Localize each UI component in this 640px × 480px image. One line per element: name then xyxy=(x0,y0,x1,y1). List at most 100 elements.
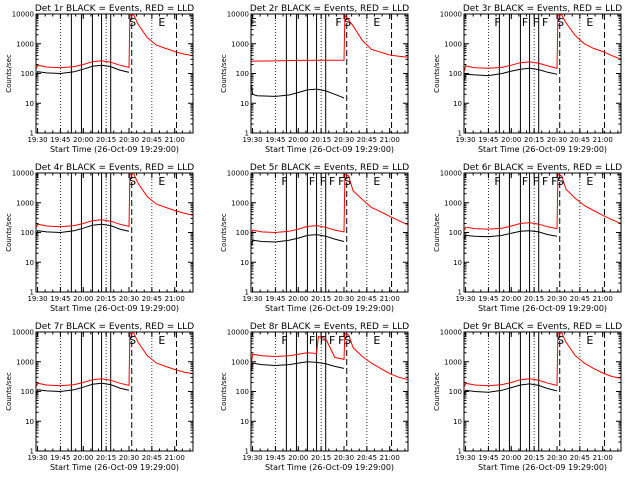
marker-label: F xyxy=(494,175,500,188)
marker-label: E xyxy=(373,175,380,188)
y-tick-label: 10 xyxy=(453,100,462,108)
y-tick-label: 1000 xyxy=(444,358,462,366)
x-tick-label: 20:30 xyxy=(334,454,354,462)
y-tick-label: 100 xyxy=(21,388,34,396)
marker-label: S xyxy=(344,16,351,29)
panel-det-2: Det 2r BLACK = Events, RED = LLDEFSE1101… xyxy=(220,4,409,154)
x-tick-label: 20:30 xyxy=(119,295,139,303)
panel-title: Det 6r BLACK = Events, RED = LLD xyxy=(463,163,622,173)
y-tick-label: 100 xyxy=(21,229,34,237)
x-tick-label: 20:30 xyxy=(547,295,567,303)
series-black-events xyxy=(464,67,558,81)
y-tick-label: 1 xyxy=(245,289,249,297)
marker-label: E xyxy=(158,175,165,188)
marker-label: E xyxy=(373,334,380,347)
x-tick-label: 21:00 xyxy=(380,295,400,303)
x-tick-label: 20:45 xyxy=(570,295,590,303)
series-black-events xyxy=(251,361,345,371)
x-tick-label: 21:00 xyxy=(165,136,185,144)
marker-label: F xyxy=(533,175,539,188)
y-tick-label: 10000 xyxy=(227,11,249,19)
y-tick-label: 10 xyxy=(240,100,249,108)
y-tick-label: 100 xyxy=(449,70,462,78)
x-tick-label: 21:00 xyxy=(380,454,400,462)
series-red-lld xyxy=(251,173,408,235)
plot-frame xyxy=(463,331,622,452)
x-tick-label: 21:00 xyxy=(165,454,185,462)
x-tick-label: 19:45 xyxy=(478,136,498,144)
marker-label: F xyxy=(320,175,326,188)
x-tick-label: 19:30 xyxy=(27,295,47,303)
x-tick-label: 20:15 xyxy=(96,295,116,303)
y-tick-label: 100 xyxy=(21,70,34,78)
x-tick-label: 19:30 xyxy=(455,295,475,303)
marker-label: S xyxy=(344,175,351,188)
marker-label: E xyxy=(586,334,593,347)
x-tick-label: 20:00 xyxy=(73,136,93,144)
y-axis-label: Counts/sec xyxy=(220,213,228,252)
series-black-events xyxy=(464,230,558,240)
marker-label: F xyxy=(542,16,548,29)
series-red-lld xyxy=(36,173,193,228)
series-red-lld xyxy=(464,14,621,72)
x-axis-label: Start Time (26-Oct-09 19:29:00) xyxy=(478,145,607,154)
x-axis-label: Start Time (26-Oct-09 19:29:00) xyxy=(50,145,179,154)
x-tick-label: 20:00 xyxy=(501,136,521,144)
marker-label: F xyxy=(309,175,315,188)
marker-label: S xyxy=(129,334,136,347)
x-tick-label: 20:00 xyxy=(288,295,308,303)
plot-area xyxy=(36,332,193,451)
marker-label: S xyxy=(557,175,564,188)
y-tick-label: 10000 xyxy=(440,11,462,19)
x-tick-label: 20:15 xyxy=(311,136,331,144)
x-axis-label: Start Time (26-Oct-09 19:29:00) xyxy=(50,463,179,472)
marker-label: F xyxy=(522,175,528,188)
series-red-lld xyxy=(464,173,621,231)
x-tick-label: 20:45 xyxy=(142,136,162,144)
y-axis-label: Counts/sec xyxy=(433,54,441,93)
x-tick-label: 19:45 xyxy=(478,454,498,462)
x-tick-label: 19:30 xyxy=(455,454,475,462)
panel-det-9: Det 9r BLACK = Events, RED = LLD S E 1 10 100… xyxy=(433,322,622,472)
plot-area xyxy=(464,332,621,451)
x-tick-label: 21:00 xyxy=(380,136,400,144)
x-tick-label: 21:00 xyxy=(593,295,613,303)
marker-label: F xyxy=(329,334,335,347)
marker-label: F xyxy=(335,16,341,29)
x-axis-label: Start Time (26-Oct-09 19:29:00) xyxy=(265,145,394,154)
y-tick-label: 10 xyxy=(240,418,249,426)
x-tick-label: 20:15 xyxy=(524,454,544,462)
plot-area xyxy=(464,14,621,133)
plot-area xyxy=(251,14,408,133)
y-tick-label: 1 xyxy=(245,130,249,138)
y-tick-label: 10 xyxy=(25,259,34,267)
marker-label: F xyxy=(281,334,287,347)
x-tick-label: 20:45 xyxy=(357,295,377,303)
marker-label: F xyxy=(320,334,326,347)
x-tick-label: 19:45 xyxy=(265,454,285,462)
panel-det-7: Det 7r BLACK = Events, RED = LLD S E 1 10 100… xyxy=(5,322,194,472)
y-axis-label: Counts/sec xyxy=(5,372,13,411)
y-axis-label: Counts/sec xyxy=(5,213,13,252)
x-tick-label: 19:45 xyxy=(265,295,285,303)
y-tick-label: 10 xyxy=(25,418,34,426)
y-tick-label: 1 xyxy=(458,448,462,456)
x-tick-label: 19:45 xyxy=(265,136,285,144)
y-tick-label: 1 xyxy=(458,130,462,138)
y-axis-label: Counts/sec xyxy=(220,372,228,411)
panel-title: Det 1r BLACK = Events, RED = LLD xyxy=(35,4,194,14)
marker-label: S xyxy=(557,334,564,347)
x-tick-label: 20:00 xyxy=(288,136,308,144)
y-tick-label: 100 xyxy=(236,229,249,237)
x-tick-label: 19:30 xyxy=(242,454,262,462)
x-tick-label: 20:15 xyxy=(311,295,331,303)
marker-label: E xyxy=(586,175,593,188)
marker-label: F xyxy=(338,175,344,188)
y-tick-label: 1000 xyxy=(444,199,462,207)
series-red-lld xyxy=(36,14,193,69)
x-tick-label: 20:30 xyxy=(334,136,354,144)
